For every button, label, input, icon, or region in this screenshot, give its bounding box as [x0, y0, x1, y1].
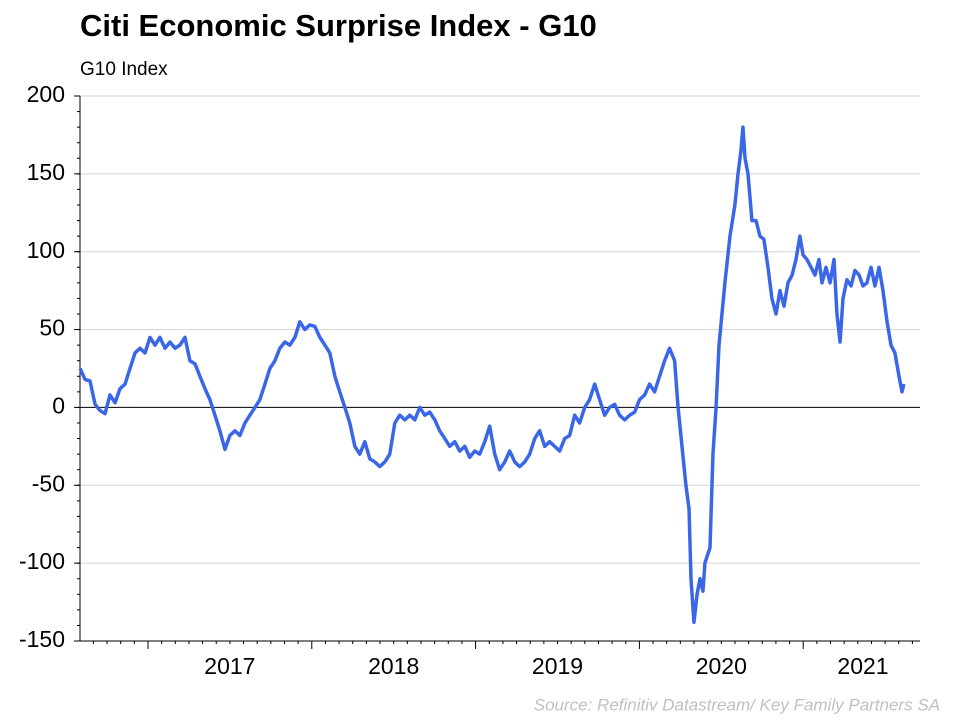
chart-subtitle: G10 Index	[80, 59, 168, 80]
y-tick-label: 100	[27, 237, 65, 263]
x-tick-label: 2021	[837, 653, 888, 679]
y-tick-label: -150	[19, 626, 65, 652]
y-tick-label: 200	[27, 81, 65, 107]
y-tick-label: 0	[52, 393, 65, 419]
y-tick-label: -50	[32, 470, 65, 496]
data-line	[78, 125, 906, 625]
x-tick-label: 2017	[204, 653, 255, 679]
y-tick-label: -100	[19, 548, 65, 574]
x-tick-label: 2018	[368, 653, 419, 679]
x-tick-label: 2020	[696, 653, 747, 679]
x-tick-label: 2019	[532, 653, 583, 679]
source-note: Source: Refinitiv Datastream/ Key Family…	[534, 695, 940, 714]
y-tick-label: 150	[27, 159, 65, 185]
chart-title: Citi Economic Surprise Index - G10	[80, 8, 597, 43]
y-tick-label: 50	[39, 315, 65, 341]
